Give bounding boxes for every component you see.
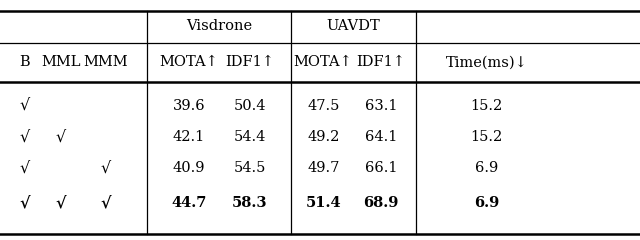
Text: 49.7: 49.7	[307, 161, 339, 175]
Text: 40.9: 40.9	[173, 161, 205, 175]
Text: MML: MML	[41, 55, 81, 69]
Text: √: √	[56, 128, 66, 145]
Text: √: √	[19, 128, 29, 145]
Text: Visdrone: Visdrone	[186, 19, 252, 33]
Text: 54.4: 54.4	[234, 130, 266, 144]
Text: 44.7: 44.7	[171, 196, 207, 210]
Text: 15.2: 15.2	[470, 99, 502, 113]
Text: 54.5: 54.5	[234, 161, 266, 175]
Text: √: √	[100, 160, 111, 176]
Text: 64.1: 64.1	[365, 130, 397, 144]
Text: 6.9: 6.9	[474, 196, 499, 210]
Text: 15.2: 15.2	[470, 130, 502, 144]
Text: UAVDT: UAVDT	[327, 19, 380, 33]
Text: 47.5: 47.5	[307, 99, 339, 113]
Text: 63.1: 63.1	[365, 99, 397, 113]
Text: 66.1: 66.1	[365, 161, 397, 175]
Text: MOTA↑: MOTA↑	[159, 55, 218, 69]
Text: 42.1: 42.1	[173, 130, 205, 144]
Text: 50.4: 50.4	[234, 99, 266, 113]
Text: √: √	[19, 97, 29, 114]
Text: 6.9: 6.9	[475, 161, 498, 175]
Text: √: √	[19, 194, 29, 211]
Text: MMM: MMM	[83, 55, 128, 69]
Text: 68.9: 68.9	[363, 196, 399, 210]
Text: 49.2: 49.2	[307, 130, 339, 144]
Text: √: √	[100, 194, 111, 211]
Text: IDF1↑: IDF1↑	[225, 55, 274, 69]
Text: √: √	[19, 160, 29, 176]
Text: 58.3: 58.3	[232, 196, 268, 210]
Text: MOTA↑: MOTA↑	[294, 55, 353, 69]
Text: IDF1↑: IDF1↑	[356, 55, 405, 69]
Text: 39.6: 39.6	[173, 99, 205, 113]
Text: 51.4: 51.4	[305, 196, 341, 210]
Text: B: B	[19, 55, 29, 69]
Text: Time(ms)↓: Time(ms)↓	[445, 55, 527, 69]
Text: √: √	[56, 194, 66, 211]
